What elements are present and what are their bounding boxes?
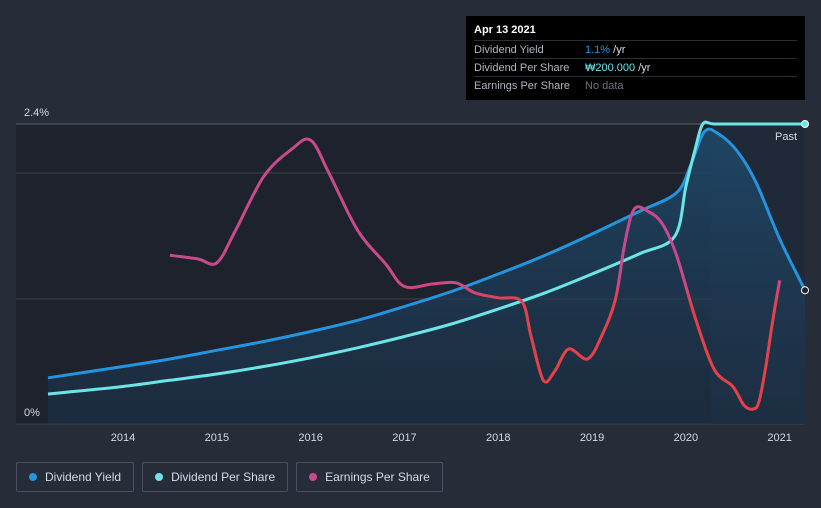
- x-tick-label: 2016: [298, 432, 322, 444]
- tooltip-label: Earnings Per Share: [474, 79, 570, 92]
- y-tick-label-top: 2.4%: [24, 107, 49, 119]
- tooltip-value: 1.1% /yr: [585, 44, 625, 56]
- x-tick-label: 2015: [205, 432, 229, 444]
- tooltip-value: ₩200.000 /yr: [585, 62, 650, 74]
- tooltip-value-unit: /yr: [610, 43, 626, 56]
- x-tick-label: 2017: [392, 432, 416, 444]
- x-axis-ticks: 2014 2015 2016 2017 2018 2019 2020 2021: [111, 432, 792, 444]
- legend-item-dividend-yield[interactable]: Dividend Yield: [16, 462, 135, 492]
- tooltip-row-dividend-yield: Dividend Yield 1.1% /yr: [474, 40, 797, 58]
- dividend-per-share-end-marker: [801, 120, 809, 128]
- x-tick-label: 2018: [486, 432, 510, 444]
- tooltip: Apr 13 2021 Dividend Yield 1.1% /yr Divi…: [466, 16, 805, 100]
- dividend-yield-area: [48, 129, 805, 424]
- x-tick-label: 2021: [767, 432, 791, 444]
- legend-label: Dividend Yield: [45, 470, 122, 484]
- legend-dot-icon: [309, 473, 318, 481]
- tooltip-row-earnings-per-share: Earnings Per Share No data: [474, 76, 797, 94]
- legend-item-earnings-per-share[interactable]: Earnings Per Share: [296, 462, 443, 492]
- legend-label: Dividend Per Share: [171, 470, 276, 484]
- tooltip-value-unit: /yr: [635, 61, 651, 74]
- x-tick-label: 2019: [580, 432, 604, 444]
- legend: Dividend Yield Dividend Per Share Earnin…: [16, 462, 443, 492]
- dividend-per-share-line: [47, 120, 805, 396]
- x-tick-label: 2014: [111, 432, 135, 444]
- tooltip-row-dividend-per-share: Dividend Per Share ₩200.000 /yr: [474, 58, 797, 76]
- earnings-per-share-line: [169, 137, 782, 411]
- tooltip-value-number: 1.1%: [585, 43, 611, 56]
- dividend-yield-end-marker: [801, 286, 809, 295]
- tooltip-value-number: No data: [585, 79, 624, 92]
- legend-label: Earnings Per Share: [325, 470, 430, 484]
- tooltip-label: Dividend Yield: [474, 43, 544, 56]
- tooltip-label: Dividend Per Share: [474, 61, 570, 74]
- legend-dot-icon: [29, 473, 37, 481]
- y-tick-label-bottom: 0%: [24, 407, 40, 419]
- tooltip-value-number: ₩200.000: [585, 61, 636, 74]
- legend-dot-icon: [155, 473, 164, 481]
- past-label: Past: [775, 131, 797, 143]
- legend-item-dividend-per-share[interactable]: Dividend Per Share: [142, 462, 289, 492]
- dividend-yield-line: [47, 127, 807, 380]
- x-tick-label: 2020: [674, 432, 698, 444]
- tooltip-date: Apr 13 2021: [474, 24, 536, 36]
